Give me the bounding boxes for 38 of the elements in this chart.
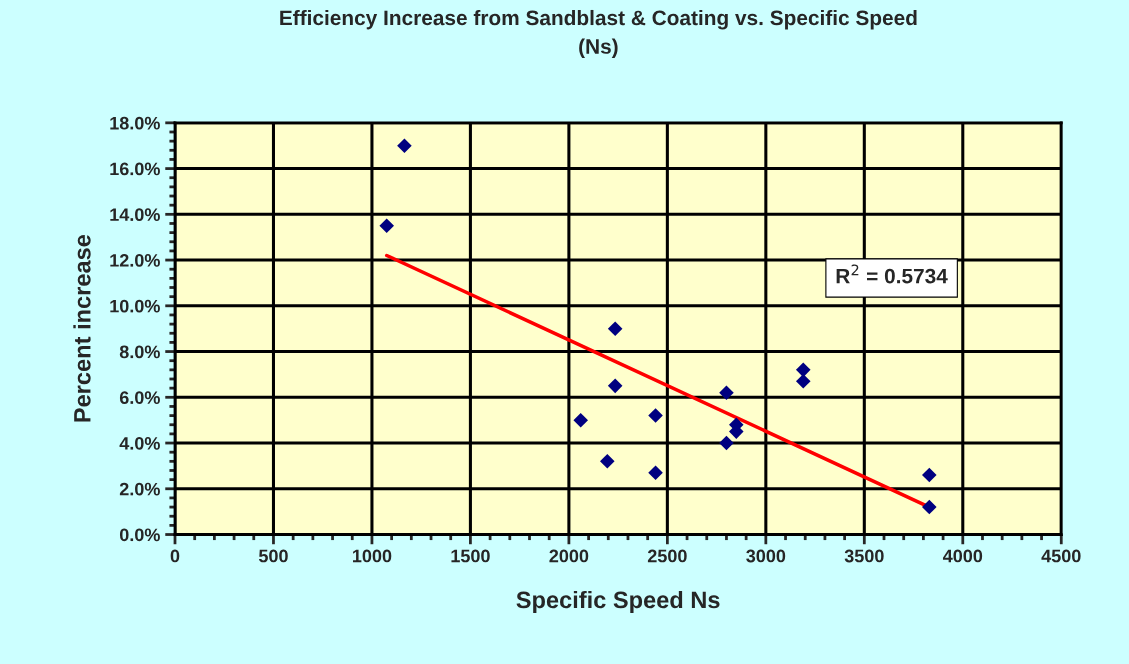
point [607,378,623,394]
point [573,412,588,428]
point [607,321,623,336]
y-tick-label: 12.0% [110,254,160,267]
y-tick-label: 8.0% [119,345,160,359]
y-tick-label: 4.0% [119,436,160,450]
y-tick-label: 0.0% [119,528,160,542]
x-tick-label: 1500 [451,549,490,563]
point [922,499,937,515]
x-tick-label: 4500 [1041,549,1081,563]
point [719,435,734,451]
y-tick-label: 16.0% [110,162,160,176]
point [648,408,663,423]
chart-title: Efficiency Increase from Sandblast & Coating vs. Specific Speed (Ns) [280,9,917,58]
point [648,465,663,481]
point [600,454,615,469]
x-tick-label: 2000 [549,549,589,563]
x-tick-label: 4000 [942,549,983,563]
y-tick-label: 14.0% [110,208,160,222]
y-tick-label: 2.0% [119,482,160,496]
x-tick-label: 1000 [353,549,392,563]
y-tick-label: 10.0% [110,299,160,313]
x-tick-label: 0 [170,549,180,563]
point [795,374,811,389]
x-tick-label: 2500 [647,549,687,563]
y-tick-label: 6.0% [119,391,160,405]
annotation: R$^{2}$ = 0.5734 [836,264,948,284]
point [719,385,734,400]
x-tick-label: 3500 [844,549,884,563]
x-tick-label: 3000 [746,549,786,563]
y-axis-title: Percent increase [73,234,91,422]
point [795,362,811,378]
point [379,218,394,234]
point [922,467,937,483]
x-axis-title: Specific Speed Ns [516,590,720,613]
x-tick-label: 500 [258,549,288,563]
y-tick-label: 18.0% [110,116,160,130]
point [397,138,412,153]
